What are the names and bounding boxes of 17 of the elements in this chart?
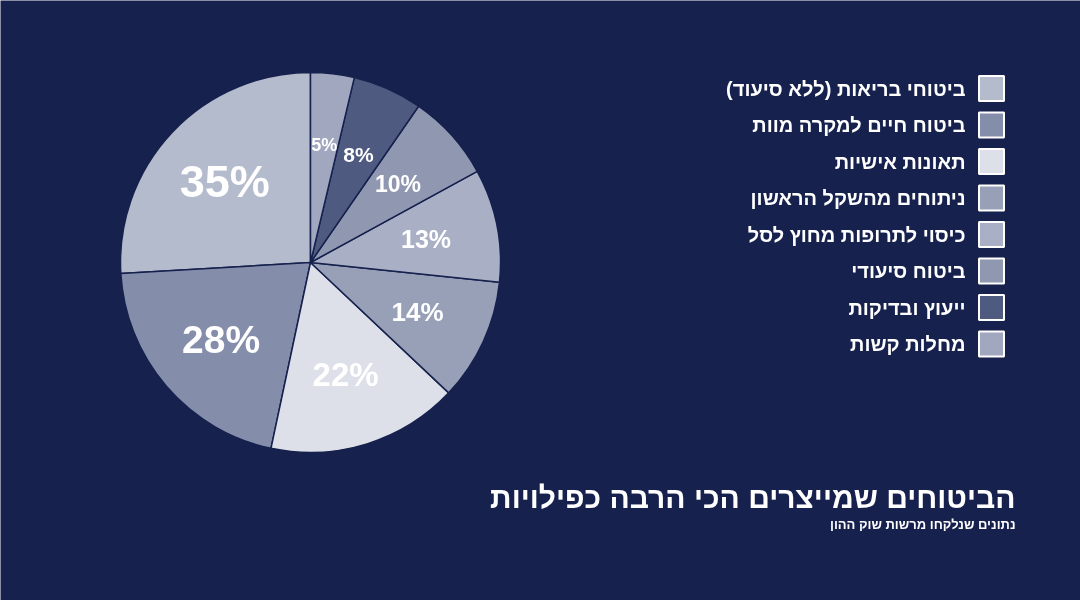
text: הביטוחים שמייצרים הכי הרבה כפילויות: [490, 481, 1016, 514]
legend-label: ביטוחי בריאות (ללא סיעוד): [726, 77, 966, 100]
data-label: 8%: [343, 143, 374, 167]
data-label: 13%: [400, 225, 452, 254]
legend-label: ייעוץ ובדיקות: [848, 296, 966, 319]
legend-label: ביטוח חיים למקרה מוות: [752, 114, 966, 136]
data-label: 35%: [179, 156, 270, 208]
data-label: 10%: [375, 170, 422, 197]
legend-label: מחלות קשות: [850, 333, 966, 355]
legend-label: תאונות אישיות: [834, 150, 966, 173]
data-label: 14%: [391, 296, 444, 327]
data-label: 28%: [182, 317, 261, 361]
data-label: 5%: [311, 135, 338, 156]
text: נתונים שנלקחו מרשות שוק ההון: [829, 517, 1016, 532]
legend-label: כיסוי לתרופות מחוץ לסל: [747, 223, 966, 246]
legend-label: ניתוחים מהשקל הראשון: [750, 187, 966, 209]
legend-label: ביטוח סיעודי: [851, 260, 966, 282]
